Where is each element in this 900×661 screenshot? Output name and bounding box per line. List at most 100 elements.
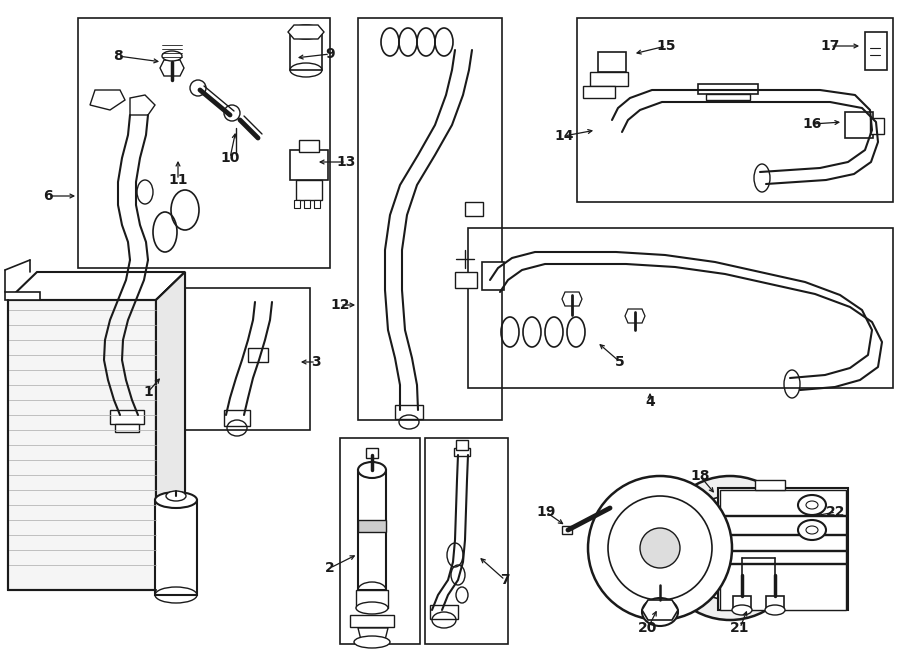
Bar bbox=[290, 32, 322, 70]
Bar bbox=[865, 32, 887, 70]
Bar bbox=[425, 438, 508, 644]
Bar bbox=[720, 564, 846, 610]
Ellipse shape bbox=[642, 598, 678, 626]
Bar bbox=[358, 520, 386, 532]
Bar bbox=[698, 84, 758, 94]
Polygon shape bbox=[358, 628, 388, 640]
Bar bbox=[465, 202, 483, 216]
Bar bbox=[720, 516, 846, 534]
Bar bbox=[755, 480, 785, 490]
Ellipse shape bbox=[190, 80, 206, 96]
Ellipse shape bbox=[354, 636, 390, 648]
Bar bbox=[155, 500, 197, 595]
Text: 11: 11 bbox=[168, 173, 188, 187]
Bar bbox=[115, 424, 139, 432]
Polygon shape bbox=[562, 292, 582, 306]
Bar bbox=[78, 18, 330, 268]
Bar bbox=[598, 52, 626, 72]
Ellipse shape bbox=[732, 605, 752, 615]
Bar bbox=[720, 490, 846, 515]
Ellipse shape bbox=[155, 492, 197, 508]
Bar bbox=[482, 262, 504, 290]
Text: 22: 22 bbox=[826, 505, 846, 519]
Text: 19: 19 bbox=[536, 505, 555, 519]
Text: 21: 21 bbox=[730, 621, 750, 635]
Text: 13: 13 bbox=[337, 155, 356, 169]
Bar bbox=[577, 18, 893, 202]
Polygon shape bbox=[642, 600, 678, 620]
Bar bbox=[248, 348, 268, 362]
Bar bbox=[590, 72, 628, 86]
Bar bbox=[395, 405, 423, 419]
Ellipse shape bbox=[356, 602, 388, 614]
Text: 8: 8 bbox=[113, 49, 123, 63]
Bar bbox=[456, 440, 468, 450]
Bar bbox=[733, 596, 751, 608]
Ellipse shape bbox=[166, 491, 186, 501]
Bar bbox=[766, 596, 784, 608]
Text: 6: 6 bbox=[43, 189, 53, 203]
Bar bbox=[468, 228, 893, 388]
Text: 2: 2 bbox=[325, 561, 335, 575]
Bar bbox=[845, 112, 873, 138]
Bar bbox=[296, 180, 322, 200]
Text: 10: 10 bbox=[220, 151, 239, 165]
Polygon shape bbox=[130, 95, 155, 115]
Text: 1: 1 bbox=[143, 385, 153, 399]
Ellipse shape bbox=[658, 476, 802, 620]
Polygon shape bbox=[160, 60, 184, 76]
Bar bbox=[178, 288, 310, 430]
Text: 17: 17 bbox=[820, 39, 840, 53]
Bar bbox=[562, 526, 572, 534]
Bar bbox=[356, 590, 388, 608]
Bar bbox=[366, 448, 378, 458]
Text: 18: 18 bbox=[690, 469, 710, 483]
Polygon shape bbox=[90, 90, 125, 110]
Text: 7: 7 bbox=[500, 573, 509, 587]
Text: 9: 9 bbox=[325, 47, 335, 61]
Bar bbox=[583, 86, 615, 98]
Bar bbox=[720, 535, 846, 550]
Ellipse shape bbox=[640, 528, 680, 568]
Ellipse shape bbox=[290, 25, 322, 39]
Bar bbox=[110, 410, 144, 424]
Text: 20: 20 bbox=[638, 621, 658, 635]
Bar bbox=[350, 615, 394, 627]
Bar bbox=[718, 488, 848, 610]
Text: 15: 15 bbox=[656, 39, 676, 53]
Bar bbox=[358, 18, 502, 420]
Text: 5: 5 bbox=[615, 355, 625, 369]
Text: 16: 16 bbox=[802, 117, 822, 131]
Bar bbox=[299, 140, 319, 152]
Bar bbox=[224, 410, 250, 426]
Bar bbox=[706, 94, 750, 100]
Text: 3: 3 bbox=[311, 355, 320, 369]
Bar bbox=[294, 200, 300, 208]
Ellipse shape bbox=[678, 496, 782, 600]
Ellipse shape bbox=[798, 520, 826, 540]
Polygon shape bbox=[5, 292, 40, 300]
Ellipse shape bbox=[358, 462, 386, 478]
Bar bbox=[720, 551, 846, 563]
Text: 12: 12 bbox=[330, 298, 350, 312]
Text: 14: 14 bbox=[554, 129, 574, 143]
Ellipse shape bbox=[224, 105, 240, 121]
Ellipse shape bbox=[588, 476, 732, 620]
Bar bbox=[454, 448, 470, 456]
Ellipse shape bbox=[765, 605, 785, 615]
Bar bbox=[870, 118, 884, 134]
Ellipse shape bbox=[798, 495, 826, 515]
Bar bbox=[8, 300, 156, 590]
Bar bbox=[430, 605, 458, 619]
Bar bbox=[290, 150, 328, 180]
Polygon shape bbox=[156, 272, 185, 590]
Bar bbox=[340, 438, 420, 644]
Bar bbox=[358, 470, 386, 590]
Polygon shape bbox=[625, 309, 645, 323]
Ellipse shape bbox=[162, 51, 182, 61]
Bar bbox=[304, 200, 310, 208]
Bar bbox=[455, 272, 477, 288]
Text: 4: 4 bbox=[645, 395, 655, 409]
Bar bbox=[314, 200, 320, 208]
Polygon shape bbox=[288, 25, 324, 39]
